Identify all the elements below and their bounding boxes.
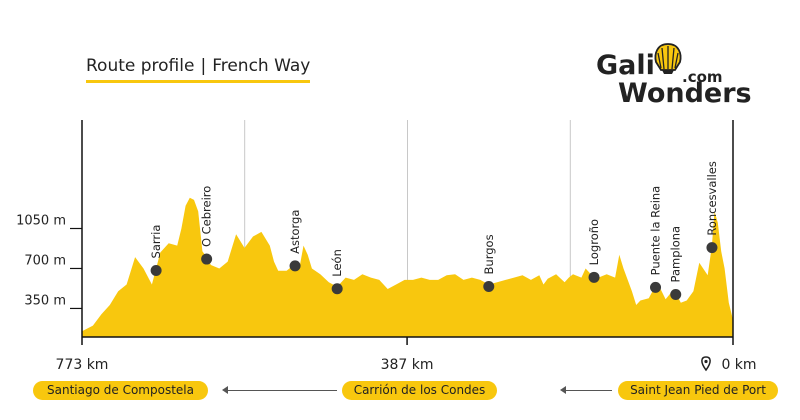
location-pin-dot [704, 359, 708, 364]
x-tick-label: 773 km [56, 357, 109, 373]
title-separator: | [200, 56, 207, 76]
stage-label: Sarria [149, 225, 163, 259]
title-main: Route profile [86, 56, 195, 76]
route-end-label: Santiago de Compostela [33, 381, 208, 400]
stage-label: Pamplona [669, 226, 683, 283]
title-route-name: French Way [212, 56, 311, 76]
logo-word-2: Wonders [618, 78, 752, 109]
y-tick-label: 350 m [24, 293, 66, 308]
stage-label: León [330, 249, 344, 277]
stage-label: Burgos [482, 234, 496, 274]
stage-label: O Cebreiro [200, 186, 214, 247]
stage-marker [706, 242, 718, 254]
elevation-area [82, 197, 733, 337]
stage-label: Logroño [587, 219, 601, 265]
x-tick-label: 0 km [721, 357, 756, 373]
brand-logo: Gali .com Wonders [596, 40, 752, 110]
y-axis: 350 m 700 m 1050 m [16, 214, 82, 310]
stage-marker [331, 283, 343, 295]
stage-marker [289, 260, 301, 272]
stage-marker [150, 264, 162, 276]
scallop-shell-icon [654, 43, 682, 74]
stage-marker [201, 253, 213, 265]
route-middle-label: Carrión de los Condes [342, 381, 497, 400]
logo-word-1: Gali [596, 50, 655, 81]
location-pin-icon [701, 356, 711, 372]
stage-label: Astorga [288, 210, 302, 254]
stage-label: Puente la Reina [649, 186, 663, 276]
route-start-label: Saint Jean Pied de Port [618, 381, 778, 400]
y-tick-label: 700 m [24, 253, 66, 268]
stage-markers: Roncesvalles Pamplona Puente la Reina Logro… [149, 161, 719, 300]
logo-suffix: .com [682, 68, 723, 86]
stage-marker [588, 271, 600, 283]
chart-title: Route profile | French Way [86, 56, 311, 83]
stage-marker [483, 280, 495, 292]
arrow-left-icon [222, 383, 337, 397]
stage-label: Roncesvalles [705, 161, 719, 236]
stage-marker [670, 288, 682, 300]
y-tick-label: 1050 m [16, 214, 66, 229]
arrow-left-icon [560, 383, 612, 397]
x-tick-label: 387 km [381, 357, 434, 373]
stage-marker [650, 281, 662, 293]
x-axis: 773 km 387 km 0 km [56, 337, 757, 373]
